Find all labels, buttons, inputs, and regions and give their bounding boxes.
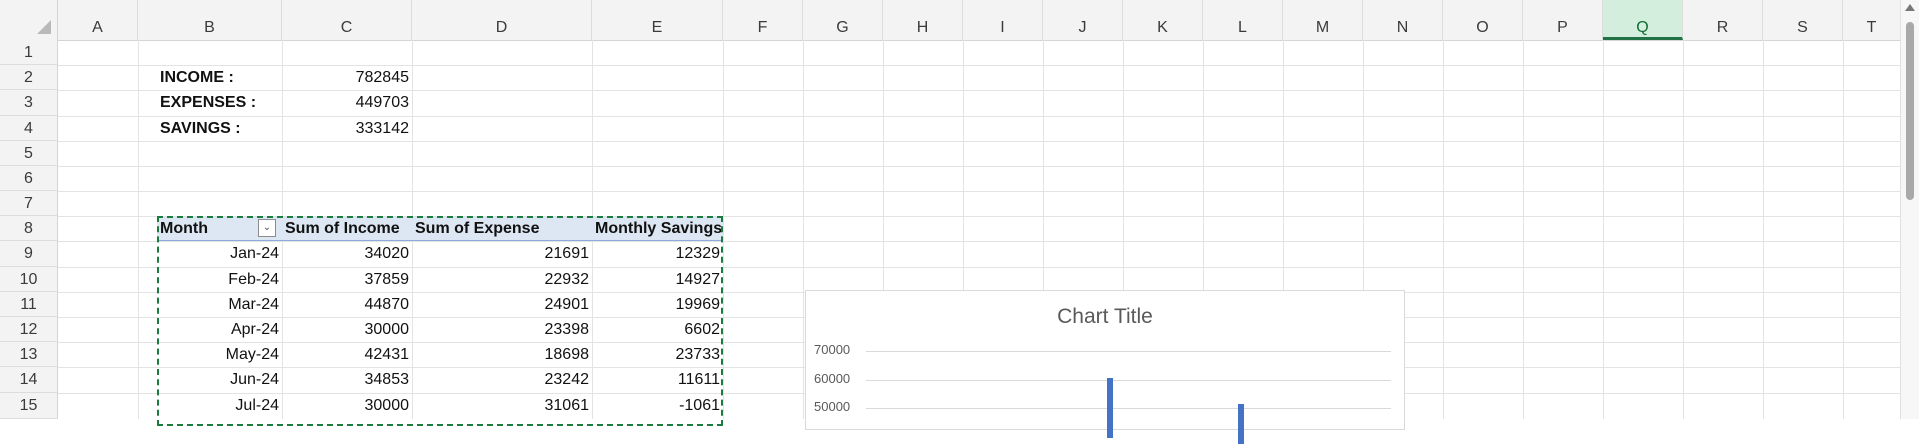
pivot-income[interactable]: 44870 bbox=[364, 296, 410, 313]
pivot-expense[interactable]: 31061 bbox=[544, 397, 590, 414]
pivot-savings[interactable]: 6602 bbox=[684, 321, 720, 338]
pivot-income[interactable]: 30000 bbox=[364, 321, 410, 338]
pivot-header-band bbox=[157, 216, 723, 241]
pivot-month[interactable]: Jul-24 bbox=[235, 397, 279, 414]
pivot-month[interactable]: Jan-24 bbox=[230, 245, 279, 262]
pivot-income[interactable]: 30000 bbox=[364, 397, 410, 414]
row-header-15[interactable]: 15 bbox=[0, 393, 58, 419]
pivot-savings[interactable]: 19969 bbox=[675, 296, 721, 313]
column-header-h[interactable]: H bbox=[883, 0, 963, 40]
pivot-month[interactable]: Jun-24 bbox=[230, 371, 279, 388]
bar[interactable] bbox=[1107, 378, 1113, 438]
pivot-expense[interactable]: 23242 bbox=[544, 371, 590, 388]
row-header-2[interactable]: 2 bbox=[0, 65, 58, 90]
column-header-s[interactable]: S bbox=[1763, 0, 1843, 40]
pivot-header-month[interactable]: Month bbox=[160, 220, 208, 237]
pivot-month[interactable]: Mar-24 bbox=[228, 296, 279, 313]
income-label[interactable]: INCOME : bbox=[160, 69, 234, 86]
scroll-up-icon[interactable] bbox=[1905, 4, 1915, 11]
y-tick-label: 50000 bbox=[814, 399, 851, 414]
pivot-header-expense[interactable]: Sum of Expense bbox=[415, 220, 540, 237]
column-header-c[interactable]: C bbox=[282, 0, 412, 40]
vertical-scrollbar[interactable] bbox=[1900, 0, 1919, 419]
row-header-7[interactable]: 7 bbox=[0, 191, 58, 216]
column-header-p[interactable]: P bbox=[1523, 0, 1603, 40]
pivot-savings[interactable]: 14927 bbox=[675, 271, 721, 288]
row-header-13[interactable]: 13 bbox=[0, 342, 58, 367]
row-header-1[interactable]: 1 bbox=[0, 40, 58, 65]
column-header-g[interactable]: G bbox=[803, 0, 883, 40]
pivot-header-savings[interactable]: Monthly Savings bbox=[595, 220, 723, 237]
gridline bbox=[866, 351, 1391, 352]
pivot-savings[interactable]: -1061 bbox=[679, 397, 720, 414]
gridline bbox=[866, 408, 1391, 409]
row-header-5[interactable]: 5 bbox=[0, 141, 58, 166]
column-header-t[interactable]: T bbox=[1843, 0, 1901, 40]
column-header-b[interactable]: B bbox=[138, 0, 282, 40]
expenses-value[interactable]: 449703 bbox=[355, 94, 409, 111]
y-tick-label: 70000 bbox=[814, 342, 851, 357]
column-header-k[interactable]: K bbox=[1123, 0, 1203, 40]
row-header-6[interactable]: 6 bbox=[0, 166, 58, 191]
column-header-a[interactable]: A bbox=[58, 0, 138, 40]
pivot-expense[interactable]: 24901 bbox=[544, 296, 590, 313]
pivot-savings[interactable]: 23733 bbox=[675, 346, 721, 363]
month-filter-button[interactable]: ⌄ bbox=[258, 219, 276, 237]
select-all-corner[interactable] bbox=[0, 0, 58, 40]
expenses-label[interactable]: EXPENSES : bbox=[160, 94, 257, 111]
pivot-income[interactable]: 34853 bbox=[364, 371, 410, 388]
row-header-10[interactable]: 10 bbox=[0, 267, 58, 292]
select-all-icon bbox=[37, 20, 51, 34]
savings-label[interactable]: SAVINGS : bbox=[160, 120, 241, 137]
pivot-income[interactable]: 37859 bbox=[364, 271, 410, 288]
column-header-o[interactable]: O bbox=[1443, 0, 1523, 40]
gridline bbox=[866, 380, 1391, 381]
row-header-14[interactable]: 14 bbox=[0, 367, 58, 393]
pivot-savings[interactable]: 12329 bbox=[675, 245, 721, 262]
pivot-income[interactable]: 42431 bbox=[364, 346, 410, 363]
column-header-l[interactable]: L bbox=[1203, 0, 1283, 40]
row-header-4[interactable]: 4 bbox=[0, 116, 58, 141]
pivot-savings[interactable]: 11611 bbox=[677, 371, 720, 388]
dropdown-arrow-icon: ⌄ bbox=[262, 222, 272, 233]
row-header-12[interactable]: 12 bbox=[0, 317, 58, 342]
column-header-q[interactable]: Q bbox=[1603, 0, 1683, 40]
column-header-e[interactable]: E bbox=[592, 0, 723, 40]
column-header-d[interactable]: D bbox=[412, 0, 592, 40]
pivot-expense[interactable]: 22932 bbox=[544, 271, 590, 288]
column-header-row: A B C D E F G H I J K L M N O P Q R S T bbox=[0, 0, 1919, 41]
bar[interactable] bbox=[1238, 404, 1244, 444]
row-header-9[interactable]: 9 bbox=[0, 241, 58, 267]
row-header-8[interactable]: 8 bbox=[0, 216, 58, 241]
pivot-expense[interactable]: 18698 bbox=[544, 346, 590, 363]
column-header-j[interactable]: J bbox=[1043, 0, 1123, 40]
row-header-3[interactable]: 3 bbox=[0, 90, 58, 116]
chart[interactable]: Chart Title 70000 60000 50000 bbox=[805, 290, 1405, 444]
pivot-income[interactable]: 34020 bbox=[364, 245, 410, 262]
scrollbar-thumb[interactable] bbox=[1906, 22, 1914, 200]
pivot-month[interactable]: Feb-24 bbox=[228, 271, 279, 288]
row-header-11[interactable]: 11 bbox=[0, 292, 58, 317]
savings-value[interactable]: 333142 bbox=[355, 120, 409, 137]
income-value[interactable]: 782845 bbox=[355, 69, 409, 86]
pivot-month[interactable]: May-24 bbox=[225, 346, 279, 363]
chart-title[interactable]: Chart Title bbox=[1057, 305, 1153, 328]
column-header-i[interactable]: I bbox=[963, 0, 1043, 40]
pivot-header-income[interactable]: Sum of Income bbox=[285, 220, 400, 237]
column-header-n[interactable]: N bbox=[1363, 0, 1443, 40]
pivot-month[interactable]: Apr-24 bbox=[230, 321, 279, 338]
pivot-expense[interactable]: 23398 bbox=[544, 321, 590, 338]
column-header-r[interactable]: R bbox=[1683, 0, 1763, 40]
column-header-f[interactable]: F bbox=[723, 0, 803, 40]
pivot-expense[interactable]: 21691 bbox=[544, 245, 590, 262]
y-tick-label: 60000 bbox=[814, 371, 851, 386]
column-header-m[interactable]: M bbox=[1283, 0, 1363, 40]
